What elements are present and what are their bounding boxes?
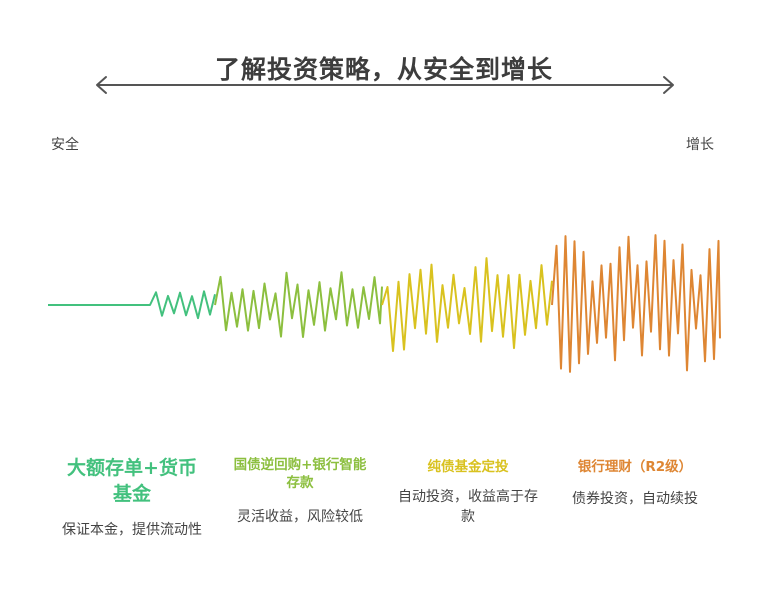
strategy-1-name: 大额存单+货币基金 (67, 457, 197, 505)
strategy-1-desc: 保证本金，提供流动性 (62, 522, 202, 539)
wave-segment-2 (214, 271, 383, 338)
strategy-4: 银行理财（R2级） 债券投资，自动续投 (560, 458, 710, 510)
wave-segment-1 (48, 290, 216, 320)
strategy-4-desc: 债券投资，自动续投 (572, 491, 698, 508)
wave-segment-4 (551, 234, 721, 373)
strategy-2-name: 国债逆回购+银行智能存款 (233, 457, 367, 492)
strategy-2: 国债逆回购+银行智能存款 灵活收益，风险较低 (228, 456, 372, 528)
safe-label: 安全 (51, 137, 79, 153)
growth-label: 增长 (686, 137, 714, 153)
strategy-3-name: 纯债基金定投 (427, 459, 509, 475)
strategy-1: 大额存单+货币基金 保证本金，提供流动性 (58, 456, 206, 541)
strategy-3: 纯债基金定投 自动投资，收益高于存款 (392, 458, 544, 527)
wave-segment-3 (381, 257, 553, 352)
strategy-3-desc: 自动投资，收益高于存款 (398, 489, 538, 525)
page-title: 了解投资策略，从安全到增长 (214, 55, 553, 84)
safety-growth-arrow (96, 76, 674, 94)
strategy-4-name: 银行理财（R2级） (577, 459, 693, 475)
strategy-2-desc: 灵活收益，风险较低 (237, 509, 363, 526)
